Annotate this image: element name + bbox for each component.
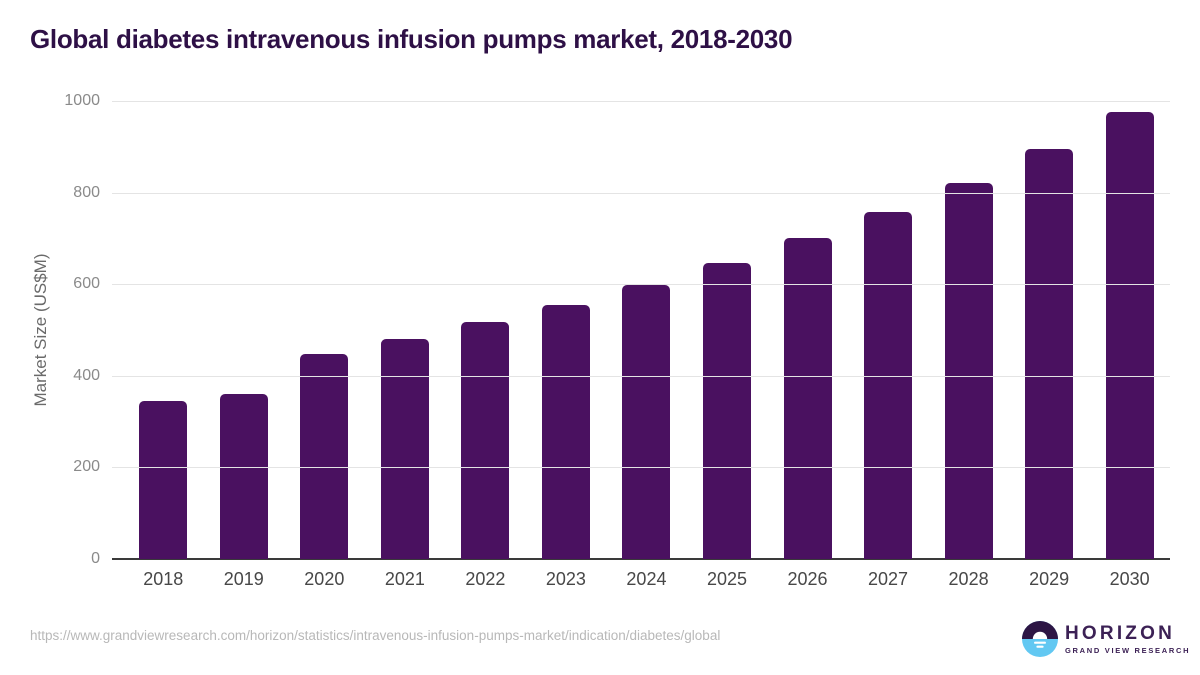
horizon-sun-icon [1022,621,1058,657]
bar-series [123,101,1170,559]
bar-slot-2026 [767,101,848,559]
x-tick-2027: 2027 [868,569,909,589]
bar-slot-2025 [687,101,768,559]
bar-2023[interactable] [541,304,590,559]
bar-slot-2023 [526,101,607,559]
bar-slot-2027 [848,101,929,559]
bar-2026[interactable] [783,238,832,559]
x-tick-2022: 2022 [465,569,506,589]
bar-2021[interactable] [380,338,429,559]
y-tick-800: 800 [73,183,100,201]
bar-slot-2022 [445,101,526,559]
source-url: https://www.grandviewresearch.com/horizo… [30,628,721,643]
x-axis-labels: 2018 2019 2020 2021 2022 2023 2024 2025 2026 2027… [123,569,1170,590]
gridline-1000 [112,101,1170,102]
plot-area: 0 200 400 600 800 1000 [64,92,1170,567]
bar-slot-2028 [928,101,1009,559]
x-tick-2025: 2025 [706,569,747,589]
bar-2028[interactable] [944,182,993,559]
horizon-logo: HORIZON GRAND VIEW RESEARCH [1022,621,1190,657]
bar-2018[interactable] [139,401,188,559]
bar-2024[interactable] [622,285,671,559]
bar-2030[interactable] [1105,111,1154,559]
chart-title: Global diabetes intravenous infusion pum… [30,24,793,54]
bar-2027[interactable] [864,211,913,559]
bar-slot-2019 [204,101,285,559]
bar-2022[interactable] [461,322,510,559]
x-tick-2029: 2029 [1029,569,1070,589]
x-tick-2021: 2021 [384,569,425,589]
bar-slot-2030 [1089,101,1170,559]
bar-2029[interactable] [1025,149,1074,559]
x-tick-2026: 2026 [787,569,828,589]
x-axis-line [112,558,1170,560]
bar-2019[interactable] [219,394,268,559]
bar-slot-2029 [1009,101,1090,559]
logo-tagline: GRAND VIEW RESEARCH [1065,645,1191,655]
bar-slot-2024 [606,101,687,559]
y-tick-400: 400 [73,366,100,384]
x-tick-2024: 2024 [626,569,667,589]
bar-2025[interactable] [702,263,751,559]
y-tick-600: 600 [73,275,100,293]
gridline-600 [112,284,1170,286]
y-tick-1000: 1000 [64,92,100,109]
x-tick-2028: 2028 [948,569,989,589]
bar-2020[interactable] [300,353,349,559]
y-tick-200: 200 [73,458,100,476]
gridline-200 [112,467,1170,469]
x-tick-2019: 2019 [223,569,264,589]
bar-slot-2018 [123,101,204,559]
x-tick-2030: 2030 [1109,569,1150,589]
bar-slot-2021 [365,101,446,559]
x-tick-2020: 2020 [304,569,345,589]
x-tick-2023: 2023 [545,569,586,589]
gridline-800 [112,192,1170,194]
logo-name: HORIZON [1065,622,1176,644]
y-tick-0: 0 [91,550,100,567]
logo-wordmark: HORIZON GRAND VIEW RESEARCH [1065,622,1191,655]
x-tick-2018: 2018 [143,569,184,589]
gridline-400 [112,375,1170,377]
bar-slot-2020 [284,101,365,559]
